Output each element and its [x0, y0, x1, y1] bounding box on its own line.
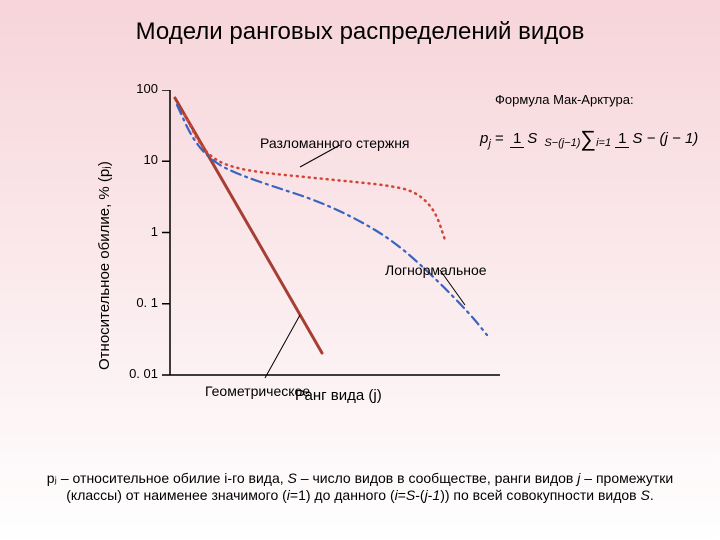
chart-annotation: Логнормальное — [385, 262, 487, 278]
y-tick-label: 0. 1 — [136, 295, 158, 310]
y-axis-label: Относительное обилие, % (pⱼ) — [95, 161, 113, 370]
x-axis-label: Ранг вида (j) — [295, 387, 382, 404]
y-tick-label: 0. 01 — [129, 366, 158, 381]
y-tick-label: 10 — [144, 152, 158, 167]
series-Разломанного стержня — [185, 115, 445, 240]
y-tick-label: 100 — [136, 81, 158, 96]
caption-text: pⱼ – относительное обилие i-го вида, S –… — [0, 470, 720, 503]
y-tick-label: 1 — [151, 224, 158, 239]
formula-expression: pj = 1SS−(j−1)∑i=11S − (j − 1) — [480, 128, 703, 150]
formula-title: Формула Мак-Арктура: — [495, 92, 634, 107]
rank-abundance-chart: Относительное обилие, % (pⱼ) 1001010. 10… — [125, 90, 500, 400]
chart-annotation: Разломанного стержня — [260, 135, 410, 151]
page-title: Модели ранговых распределений видов — [0, 18, 720, 46]
